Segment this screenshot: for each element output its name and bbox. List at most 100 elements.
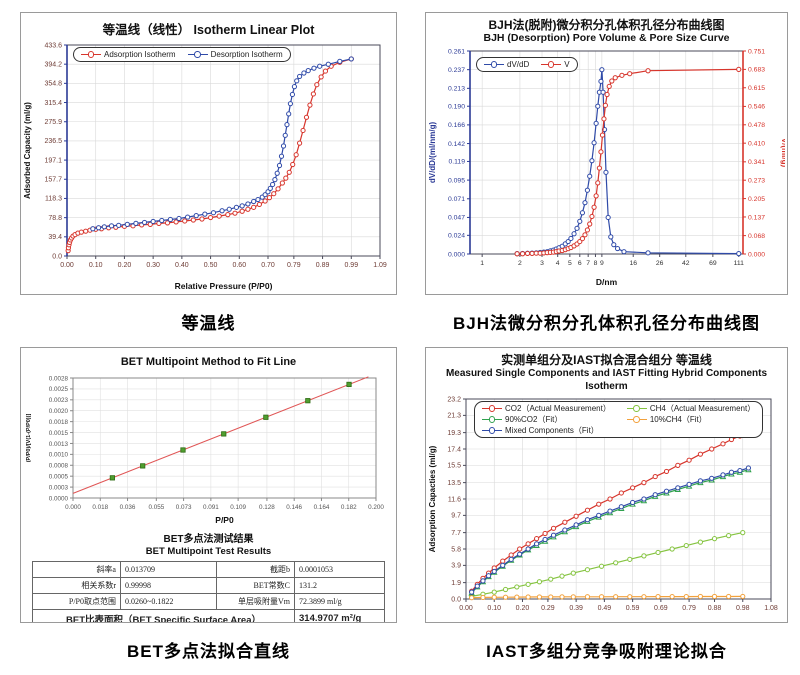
table-row: BET比表面积（BET Specific Surface Area） 314.9… [32,609,385,622]
bet-slope-label: 斜率a [32,561,121,578]
svg-text:275.9: 275.9 [44,119,62,126]
svg-text:0.0028: 0.0028 [49,375,69,382]
legend-marker-icon [482,415,502,424]
svg-text:39.4: 39.4 [48,234,62,241]
svg-text:0.0013: 0.0013 [49,441,69,448]
svg-text:0.0008: 0.0008 [49,463,69,470]
svg-text:6: 6 [578,260,582,267]
svg-text:13.5: 13.5 [447,480,461,487]
svg-text:0.213: 0.213 [448,86,465,93]
legend-label: V [564,60,570,69]
svg-text:9: 9 [600,260,604,267]
svg-text:26: 26 [656,260,664,267]
legend-item: CO2（Actual Measurement） [482,403,611,414]
svg-text:23.2: 23.2 [447,396,461,403]
legend-item: 10%CH4（Fit） [626,414,755,425]
svg-text:0.142: 0.142 [448,141,465,148]
bet-vm-value: 72.3899 ml/g [294,593,385,610]
svg-text:0.751: 0.751 [748,48,765,55]
svg-text:118.3: 118.3 [45,196,62,203]
svg-text:dV/dD/(ml/nm/g): dV/dD/(ml/nm/g) [428,122,437,184]
iast-chart-title-en: Measured Single Components and IAST Fitt… [445,368,768,392]
svg-text:0.98: 0.98 [736,605,750,612]
legend-item: Adsorption Isotherm [81,49,176,60]
svg-text:0.88: 0.88 [708,605,722,612]
svg-text:P (bar): P (bar) [605,622,632,623]
svg-text:D/nm: D/nm [596,277,618,287]
svg-text:0.683: 0.683 [748,67,765,74]
svg-text:0.068: 0.068 [748,233,765,240]
bet-range-value: 0.0260~0.1822 [120,593,217,610]
svg-text:0.0005: 0.0005 [49,473,69,480]
svg-text:7: 7 [586,260,590,267]
legend-item: dV/dD [484,59,529,70]
bet-surface-area-value: 314.9707 m²/g [294,609,385,622]
svg-text:0.0010: 0.0010 [49,452,69,459]
legend-label: Desorption Isotherm [210,50,283,59]
legend-marker-icon [81,50,101,59]
svg-text:0.0020: 0.0020 [49,408,69,415]
svg-text:315.4: 315.4 [44,100,62,107]
svg-text:0.341: 0.341 [748,159,765,166]
svg-text:0.018: 0.018 [92,504,108,511]
svg-text:0.200: 0.200 [368,504,384,511]
svg-text:0.205: 0.205 [748,196,765,203]
bet-results-title-en: BET Multipoint Test Results [145,546,272,557]
svg-text:Adsorbed Capacity (ml/g): Adsorbed Capacity (ml/g) [23,102,32,199]
bet-r-value: 0.99998 [120,577,217,594]
legend-marker-icon [187,50,208,59]
svg-text:0.70: 0.70 [261,262,275,269]
svg-text:0.20: 0.20 [118,262,132,269]
svg-text:0.166: 0.166 [448,122,465,129]
legend-marker-icon [626,404,647,413]
legend-item: V [541,59,570,70]
caption-bjh: BJH法微分积分孔体积孔径分布曲线图 [452,313,760,333]
svg-text:9.7: 9.7 [451,513,461,520]
legend-label: CO2（Actual Measurement） [505,404,611,413]
isotherm-linear-plot: 0.00 0.10 0.20 0.30 0.40 0.50 0.60 0.70 0.79 0.89… [23,42,387,291]
svg-text:0.000: 0.000 [448,251,465,258]
panel-iast: 实测单组分及IAST拟合混合组分 等温线 Measured Single Com… [425,347,788,623]
legend-marker-icon [482,426,502,435]
svg-text:0.10: 0.10 [487,605,501,612]
svg-text:5: 5 [568,260,572,267]
svg-text:0.30: 0.30 [146,262,160,269]
svg-text:15.5: 15.5 [447,463,461,470]
panel-isotherm: 等温线（线性） Isotherm Linear Plot 0.00 0.10 0.2… [20,12,397,295]
legend-marker-icon [626,415,647,424]
svg-text:0.109: 0.109 [230,504,246,511]
caption-bet: BET多点法拟合直线 [127,641,290,661]
svg-text:0.146: 0.146 [286,504,302,511]
svg-text:0.071: 0.071 [448,196,465,203]
svg-text:0.164: 0.164 [314,504,330,511]
bet-results-table: 斜率a 0.013709 截距b 0.0001053 相关系数r 0.99998… [32,561,385,622]
caption-iast: IAST多组分竞争吸附理论拟合 [486,641,727,661]
legend-item: CH4（Actual Measurement） [626,403,755,414]
svg-text:7.7: 7.7 [451,530,461,537]
legend-item: 90%CO2（Fit） [482,414,611,425]
svg-text:(P/P0)/[V(1-(P/P0))]: (P/P0)/[V(1-(P/P0))] [26,414,32,463]
bet-intercept-value: 0.0001053 [294,561,385,578]
legend-label: Adsorption Isotherm [104,50,176,59]
svg-text:0.0: 0.0 [451,596,461,603]
svg-text:0.00: 0.00 [459,605,473,612]
legend-label: 90%CO2（Fit） [505,415,563,424]
svg-text:17.4: 17.4 [447,446,461,453]
svg-text:0.091: 0.091 [203,504,219,511]
svg-text:157.7: 157.7 [44,177,62,184]
svg-text:0.410: 0.410 [748,140,765,147]
panel-bet: BET Multipoint Method to Fit Line 0.000 0… [20,347,397,623]
svg-text:0.478: 0.478 [748,122,765,129]
legend-item: Mixed Components（Fit） [482,425,611,436]
svg-text:0.50: 0.50 [204,262,218,269]
svg-text:0.261: 0.261 [448,48,465,55]
svg-text:0.40: 0.40 [175,262,189,269]
isotherm-linear-legend: Adsorption Isotherm Desorption Isotherm [73,47,291,62]
bet-c-value: 131.2 [294,577,385,594]
svg-text:0.0: 0.0 [52,253,62,260]
svg-text:78.8: 78.8 [48,215,62,222]
svg-text:2: 2 [518,260,522,267]
svg-text:0.00: 0.00 [60,262,74,269]
svg-text:Relative Pressure (P/P0): Relative Pressure (P/P0) [175,281,273,291]
svg-text:0.0000: 0.0000 [49,495,69,502]
